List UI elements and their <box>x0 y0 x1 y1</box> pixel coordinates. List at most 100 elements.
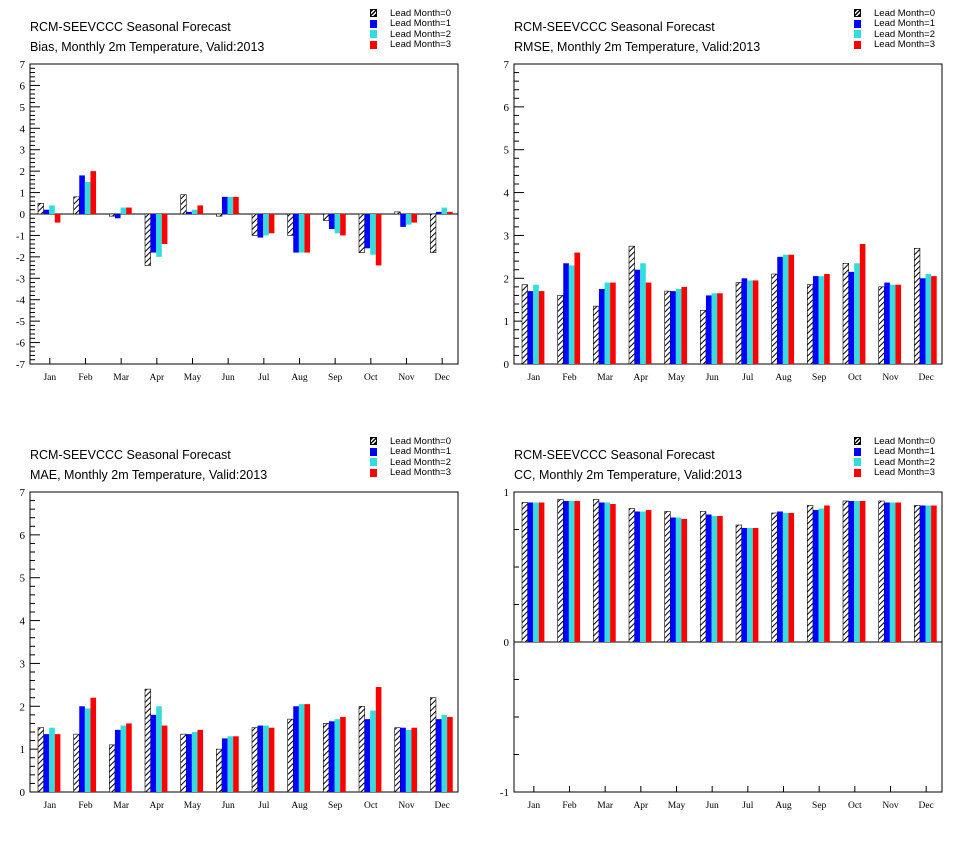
legend-label: Lead Month=0 <box>874 7 936 19</box>
bar-jul-lead0 <box>251 727 258 793</box>
bar-mar-lead1 <box>598 289 605 364</box>
legend-label: Lead Month=2 <box>390 456 452 468</box>
bar-oct-lead0 <box>358 705 365 793</box>
x-tick-label: Aug <box>775 801 792 811</box>
y-tick-label: 3 <box>504 230 510 242</box>
bar-mar-lead2 <box>120 207 127 214</box>
bar-sep-lead0 <box>807 505 814 643</box>
bar-jun-lead1 <box>705 295 712 364</box>
bar-feb-lead2 <box>84 181 91 214</box>
bar-sep-lead2 <box>818 508 825 642</box>
x-tick-label: Jul <box>742 373 753 383</box>
cc-panel: RCM-SEEVCCC Seasonal Forecast CC, Monthl… <box>484 428 968 856</box>
bar-jun-lead3 <box>233 736 239 792</box>
bar-mar-lead1 <box>114 214 121 219</box>
legend-swatch <box>370 447 377 456</box>
bar-apr-lead3 <box>161 214 168 244</box>
bar-nov-lead2 <box>889 502 896 642</box>
bar-dec-lead2 <box>925 505 932 642</box>
bar-jan-lead1 <box>43 734 50 792</box>
y-tick-label: 3 <box>20 145 26 157</box>
bar-jun-lead2 <box>711 293 718 364</box>
y-tick-label: 7 <box>20 487 26 499</box>
bar-dec-lead3 <box>931 276 937 364</box>
legend-item: Lead Month=1 <box>854 446 964 457</box>
bar-apr-lead2 <box>156 214 162 257</box>
bar-jan-lead1 <box>527 291 534 364</box>
legend-label: Lead Month=3 <box>874 467 936 479</box>
bar-sep-lead1 <box>812 276 819 364</box>
x-tick-label: Jun <box>706 373 719 383</box>
legend-swatch <box>370 30 377 39</box>
bar-may-lead3 <box>197 205 204 214</box>
bar-mar-lead0 <box>593 499 600 643</box>
y-tick-label: 0 <box>504 637 510 649</box>
bar-aug-lead1 <box>777 256 783 364</box>
legend: Lead Month=0 Lead Month=1 Lead Month=2 Lead… <box>370 436 480 478</box>
bar-feb-lead3 <box>574 252 581 364</box>
bar-dec-lead2 <box>441 714 448 792</box>
legend-swatch <box>370 40 377 49</box>
bar-nov-lead3 <box>895 284 902 364</box>
bar-mar-lead0 <box>109 213 116 217</box>
y-tick-label: 4 <box>504 188 510 200</box>
bias-chart: -7 -6 -5 -4 -3 -2 -1 0 1 2 3 4 5 6 7 Jan Feb Mar Apr May Jun… <box>16 59 459 383</box>
bar-jun-lead1 <box>221 196 228 214</box>
bar-dec-lead3 <box>931 505 937 642</box>
rmse-chart: 0 1 2 3 4 5 6 7 Jan Feb Mar Apr May Jun Jul Aug Sep Oct No… <box>504 59 943 383</box>
bar-aug-lead3 <box>788 513 795 642</box>
bar-oct-lead3 <box>375 687 382 792</box>
x-tick-label: Feb <box>78 801 93 811</box>
legend-label: Lead Month=1 <box>390 446 452 458</box>
bar-oct-lead1 <box>364 214 371 249</box>
bar-nov-lead0 <box>878 286 885 365</box>
legend: Lead Month=0 Lead Month=1 Lead Month=2 Lead… <box>854 8 964 50</box>
bar-jun-lead2 <box>227 196 234 214</box>
y-tick-label: 4 <box>20 616 26 628</box>
bar-sep-lead1 <box>328 721 335 792</box>
bar-aug-lead2 <box>298 214 305 253</box>
legend-label: Lead Month=3 <box>390 39 452 51</box>
legend-label: Lead Month=0 <box>390 7 452 19</box>
legend-item: Lead Month=0 <box>854 8 964 19</box>
bar-aug-lead3 <box>304 704 311 792</box>
y-tick-label: 0 <box>504 359 510 371</box>
x-tick-label: Nov <box>398 373 415 383</box>
x-tick-label: Sep <box>812 801 827 811</box>
bar-oct-lead0 <box>842 500 849 643</box>
bar-jun-lead3 <box>233 196 239 214</box>
bar-may-lead1 <box>670 291 676 364</box>
bar-feb-lead0 <box>557 499 564 643</box>
bar-apr-lead3 <box>645 510 652 642</box>
x-tick-label: Nov <box>398 801 415 811</box>
bar-jul-lead0 <box>251 213 258 236</box>
legend-item: Lead Month=1 <box>854 18 964 29</box>
bar-jul-lead2 <box>263 725 269 792</box>
x-tick-label: Dec <box>435 373 450 383</box>
bar-jul-lead3 <box>752 280 759 364</box>
bar-nov-lead1 <box>884 282 890 364</box>
bar-oct-lead2 <box>370 710 376 792</box>
x-tick-label: Sep <box>812 373 827 383</box>
x-tick-label: Feb <box>78 373 93 383</box>
bar-apr-lead0 <box>144 213 151 266</box>
y-tick-label: 4 <box>20 123 26 135</box>
y-tick-label: 5 <box>504 145 510 157</box>
bias-panel: RCM-SEEVCCC Seasonal Forecast Bias, Mont… <box>0 0 484 428</box>
bar-aug-lead0 <box>771 273 778 365</box>
bar-feb-lead2 <box>84 708 91 792</box>
bar-may-lead3 <box>681 519 688 642</box>
x-tick-label: Oct <box>848 801 862 811</box>
y-tick-label: -5 <box>16 316 26 328</box>
bar-mar-lead3 <box>610 282 616 364</box>
bar-aug-lead0 <box>287 213 294 236</box>
bar-may-lead2 <box>675 289 682 364</box>
y-tick-label: 2 <box>20 701 26 713</box>
legend-item: Lead Month=2 <box>854 457 964 468</box>
legend-label: Lead Month=0 <box>390 435 452 447</box>
bar-feb-lead0 <box>557 295 564 365</box>
y-tick-label: 2 <box>20 166 26 178</box>
y-tick-label: 6 <box>504 102 510 114</box>
bar-dec-lead2 <box>441 207 448 214</box>
bar-jan-lead1 <box>43 209 50 214</box>
